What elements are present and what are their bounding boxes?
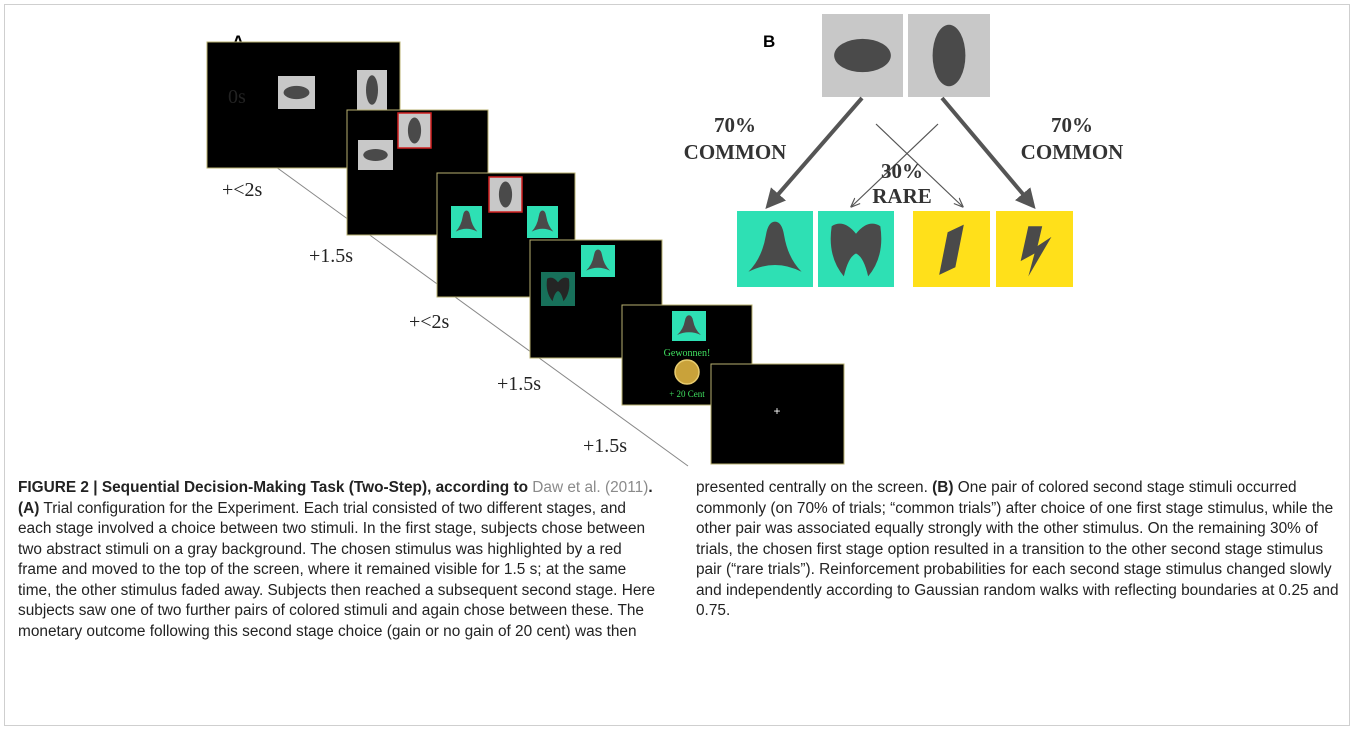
time-label: +1.5s (583, 435, 627, 457)
time-label: 0s (228, 86, 246, 108)
prob-label: RARE (872, 184, 932, 208)
caption-text: FIGURE 2 | Sequential Decision-Making Ta… (18, 478, 1340, 642)
stimulus (996, 211, 1073, 287)
fixation: + (773, 404, 780, 418)
stimulus (488, 176, 523, 213)
screen (710, 363, 845, 465)
caption-label: . (A) (18, 479, 653, 517)
stimulus (541, 272, 575, 306)
stimulus (358, 140, 393, 170)
time-label: +1.5s (309, 245, 353, 267)
stimulus-shape (363, 149, 388, 161)
stimulus-shape (283, 85, 310, 100)
prob-label: COMMON (1021, 140, 1124, 164)
stimulus-shape (586, 249, 610, 271)
citation[interactable]: Daw et al. (2011) (532, 479, 649, 496)
timeline-axis (224, 129, 689, 467)
prob-label: 30% (881, 159, 923, 183)
reward-text: + 20 Cent (669, 389, 705, 399)
stimulus-shape (1020, 226, 1052, 277)
stimulus-shape (546, 277, 570, 302)
coin (674, 359, 700, 385)
stimulus-shape (677, 315, 701, 335)
stimulus-shape (366, 75, 378, 105)
time-label: +<2s (409, 311, 450, 333)
stimulus (672, 311, 706, 341)
stimulus (278, 76, 315, 109)
stimulus (527, 206, 558, 238)
stimulus-shape (498, 181, 513, 208)
stimulus-shape (531, 210, 554, 232)
arrow-rare (875, 123, 962, 206)
time-label: +<2s (222, 179, 263, 201)
stimulus (397, 112, 432, 149)
figure: A B Gewonnen!+ 20 Cent+ 0s +<2s +1.5s +<… (206, 14, 1124, 467)
time-label: +1.5s (497, 373, 541, 395)
arrow-common (940, 96, 1036, 210)
stimulus-shape (407, 117, 422, 144)
prob-label: COMMON (684, 140, 787, 164)
stimulus-shape (939, 224, 964, 275)
transition-labels: 70% COMMON 30% RARE 70% COMMON (684, 113, 1124, 208)
prob-label: 70% (714, 113, 756, 137)
figure-frame (4, 4, 1350, 726)
caption: FIGURE 2 | Sequential Decision-Making Ta… (18, 478, 1340, 642)
caption-label: (B) (932, 479, 954, 496)
stimulus-shape (830, 223, 882, 277)
prob-label: 70% (1051, 113, 1093, 137)
screens: Gewonnen! + 20 Cent + (206, 41, 845, 465)
stimulus (822, 14, 903, 97)
stimulus (451, 206, 482, 238)
stimulus (737, 211, 813, 287)
stimulus-shape (834, 38, 891, 73)
feedback-text: Gewonnen! (664, 348, 711, 359)
stimulus (908, 14, 990, 97)
caption-body: Trial configuration for the Experiment. … (18, 479, 928, 640)
stimulus (357, 70, 387, 110)
stimulus-shape (455, 210, 478, 232)
caption-title: FIGURE 2 | Sequential Decision-Making Ta… (18, 479, 528, 496)
panel-label: B (763, 32, 775, 51)
stimulus (913, 211, 990, 287)
stimulus (818, 211, 894, 287)
arrow-common (765, 96, 864, 210)
caption-body: One pair of colored second stage stimuli… (696, 479, 1339, 619)
stimulus-shape (932, 24, 966, 87)
arrow-rare (852, 123, 939, 206)
stimulus (581, 245, 615, 277)
stimulus-shape (748, 221, 802, 272)
panel-b (737, 14, 1073, 287)
timeline-labels: 0s +<2s +1.5s +<2s +1.5s +1.5s (222, 86, 627, 457)
